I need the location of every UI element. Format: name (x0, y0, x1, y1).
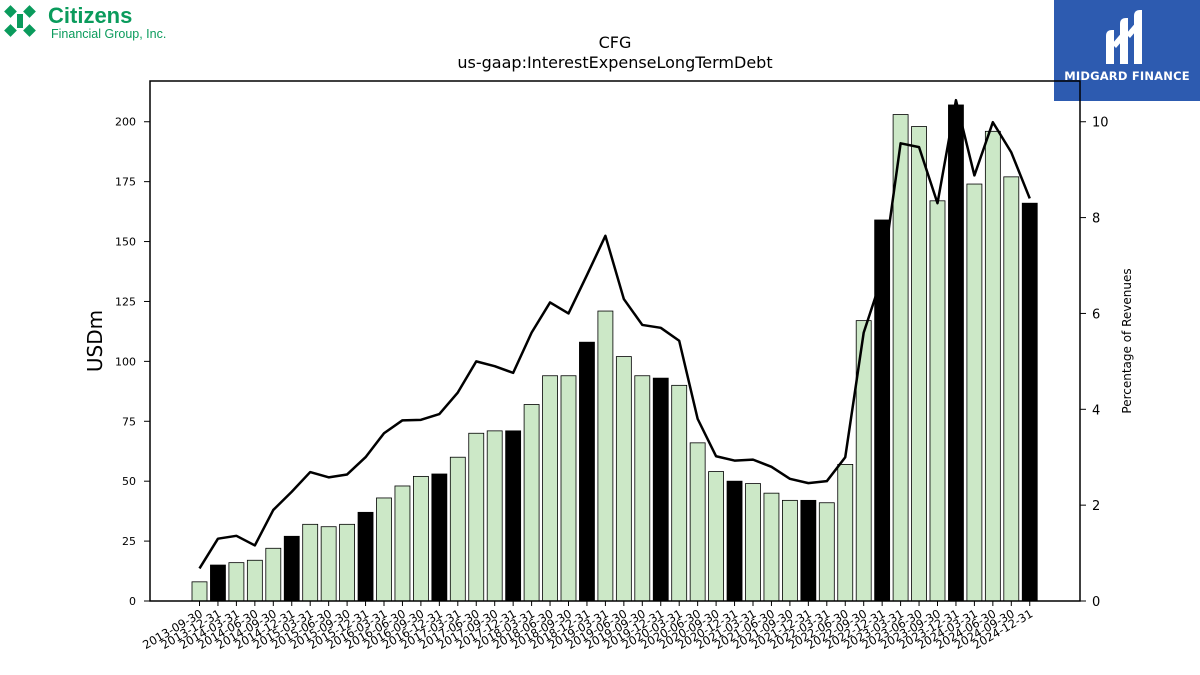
y-axis-label: USDm (83, 310, 107, 372)
y-tick-label: 125 (115, 295, 136, 308)
bar (246, 559, 263, 602)
bar (929, 200, 946, 602)
y-tick-label: 100 (115, 355, 136, 368)
bar (652, 377, 669, 602)
right-axis-ticks: 0 2 4 6 8 10 (1080, 116, 1109, 610)
bar (763, 492, 780, 602)
bar (486, 430, 503, 602)
y2-tick-label: 8 (1092, 212, 1100, 227)
bar (302, 523, 319, 602)
bar (745, 483, 761, 602)
bar (984, 130, 1001, 602)
y2-tick-label: 2 (1092, 499, 1100, 514)
y-tick-label: 50 (122, 475, 136, 488)
bar (394, 485, 411, 602)
bar (689, 442, 706, 602)
citizens-logo-name: Citizens (48, 4, 132, 28)
bar (283, 535, 300, 602)
y-tick-label: 200 (115, 116, 136, 129)
chart-title: CFG (599, 33, 632, 52)
bar (818, 502, 835, 602)
x-axis-ticks: 2013-09-302013-12-312014-03-312014-06-30… (140, 601, 1035, 652)
bar (449, 456, 466, 602)
bar (191, 581, 208, 602)
bar (782, 499, 798, 602)
bar (468, 432, 485, 602)
bar (376, 497, 392, 602)
bar (634, 375, 651, 602)
y2-tick-label: 6 (1092, 307, 1100, 322)
bar (339, 523, 356, 602)
bar (412, 475, 429, 602)
citizens-logo: Citizens Financial Group, Inc. (4, 3, 194, 44)
bar (837, 464, 854, 602)
left-axis-ticks: 0 25 50 75 100 125 150 175 200 (115, 116, 150, 608)
y-tick-label: 175 (115, 176, 136, 189)
plot-frame (149, 80, 1081, 602)
midgard-finance-label: MIDGARD FINANCE (1064, 69, 1190, 83)
y-tick-label: 75 (122, 415, 136, 428)
bar-series (191, 104, 1038, 602)
bar (615, 356, 632, 602)
bar (542, 375, 558, 602)
midgard-finance-badge: MIDGARD FINANCE (1054, 0, 1200, 101)
bar (431, 473, 448, 602)
bar (523, 404, 540, 602)
chart-subtitle: us-gaap:InterestExpenseLongTermDebt (457, 53, 772, 72)
citizens-logo-subname: Financial Group, Inc. (51, 27, 166, 41)
y2-axis-label: Percentage of Revenues (1120, 268, 1134, 413)
bar (1021, 202, 1038, 602)
bar (966, 183, 983, 602)
bar (357, 511, 374, 602)
bar (671, 384, 688, 602)
midgard-logo-icon (1106, 10, 1142, 64)
y-tick-label: 0 (129, 595, 136, 608)
bar (726, 480, 743, 602)
y2-tick-label: 0 (1092, 595, 1100, 610)
bar (265, 547, 282, 602)
y2-tick-label: 10 (1092, 116, 1109, 131)
bar (228, 562, 245, 602)
bar (597, 310, 614, 602)
bar (320, 526, 337, 602)
citizens-mark-icon (4, 5, 36, 37)
y2-tick-label: 4 (1092, 403, 1100, 418)
y-tick-label: 25 (122, 535, 136, 548)
bar (708, 471, 724, 602)
bar (1003, 176, 1020, 602)
revenue-percentage-line (198, 98, 1031, 570)
bar (911, 126, 927, 602)
bar (560, 375, 577, 602)
bar (505, 430, 522, 602)
citizens-logo-graphic: Citizens Financial Group, Inc. (4, 3, 166, 41)
bar (800, 499, 817, 602)
bar (210, 564, 226, 602)
y-tick-label: 150 (115, 236, 136, 249)
bar (579, 341, 595, 602)
bar (948, 104, 964, 602)
